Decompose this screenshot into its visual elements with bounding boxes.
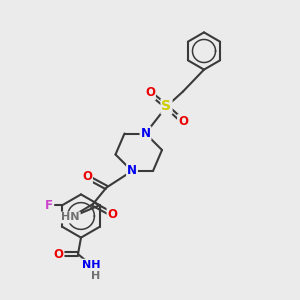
Text: O: O <box>53 248 64 261</box>
Text: NH: NH <box>82 260 101 270</box>
Text: S: S <box>161 100 172 113</box>
Text: H: H <box>92 271 100 281</box>
Text: O: O <box>178 115 188 128</box>
Text: N: N <box>127 164 137 178</box>
Text: O: O <box>107 208 118 221</box>
Text: O: O <box>145 86 155 100</box>
Text: F: F <box>45 199 53 212</box>
Text: N: N <box>140 127 151 140</box>
Text: O: O <box>82 170 92 184</box>
Text: HN: HN <box>61 212 80 223</box>
